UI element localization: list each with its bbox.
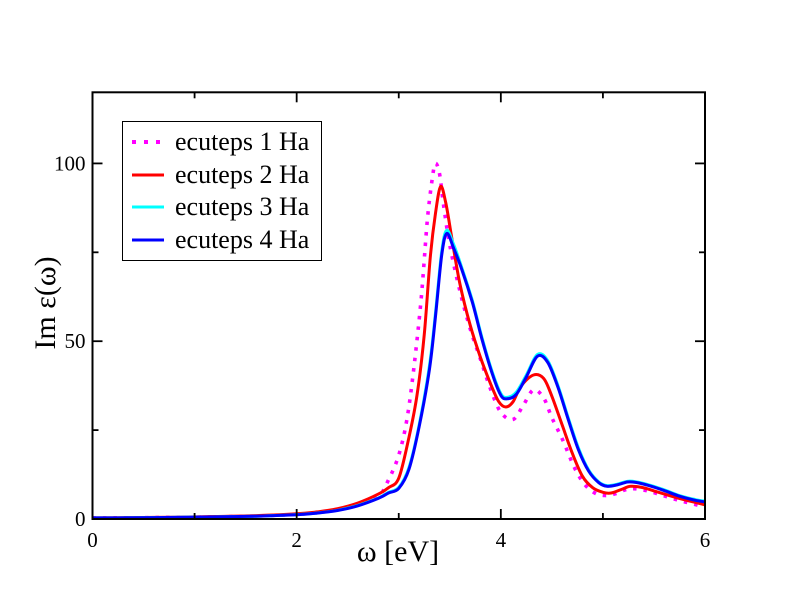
solid-line-swatch-icon <box>131 231 165 249</box>
legend-label: ecuteps 2 Ha <box>175 159 310 189</box>
legend-label: ecuteps 3 Ha <box>175 192 310 222</box>
dotted-line-swatch-icon <box>131 133 165 151</box>
y-tick-label: 100 <box>54 151 86 175</box>
x-tick-label: 2 <box>291 528 302 552</box>
x-tick-label: 6 <box>700 528 711 552</box>
legend-item-ecuteps-1-ha: ecuteps 1 Ha <box>123 127 321 157</box>
series-curve-ecuteps-4-ha <box>92 232 705 520</box>
x-tick-label: 4 <box>496 528 507 552</box>
legend-item-ecuteps-3-ha: ecuteps 3 Ha <box>123 192 321 222</box>
legend-label: ecuteps 1 Ha <box>175 127 310 157</box>
legend: ecuteps 1 Ha ecuteps 2 Ha ecuteps 3 Ha ecut… <box>122 121 322 261</box>
legend-item-ecuteps-4-ha: ecuteps 4 Ha <box>123 225 321 255</box>
solid-line-swatch-icon <box>131 166 165 184</box>
legend-label: ecuteps 4 Ha <box>175 224 310 254</box>
y-axis-title: Im ε(ω) <box>29 256 62 350</box>
solid-line-swatch-icon <box>131 198 165 216</box>
x-tick-label: 0 <box>87 528 98 552</box>
legend-item-ecuteps-2-ha: ecuteps 2 Ha <box>123 160 321 190</box>
x-axis-title: ω [eV] <box>356 535 440 568</box>
y-tick-label: 0 <box>75 507 86 531</box>
y-tick-label: 50 <box>65 329 86 353</box>
series-curve-ecuteps-1-ha <box>92 161 705 520</box>
series-curve-ecuteps-2-ha <box>92 184 705 520</box>
